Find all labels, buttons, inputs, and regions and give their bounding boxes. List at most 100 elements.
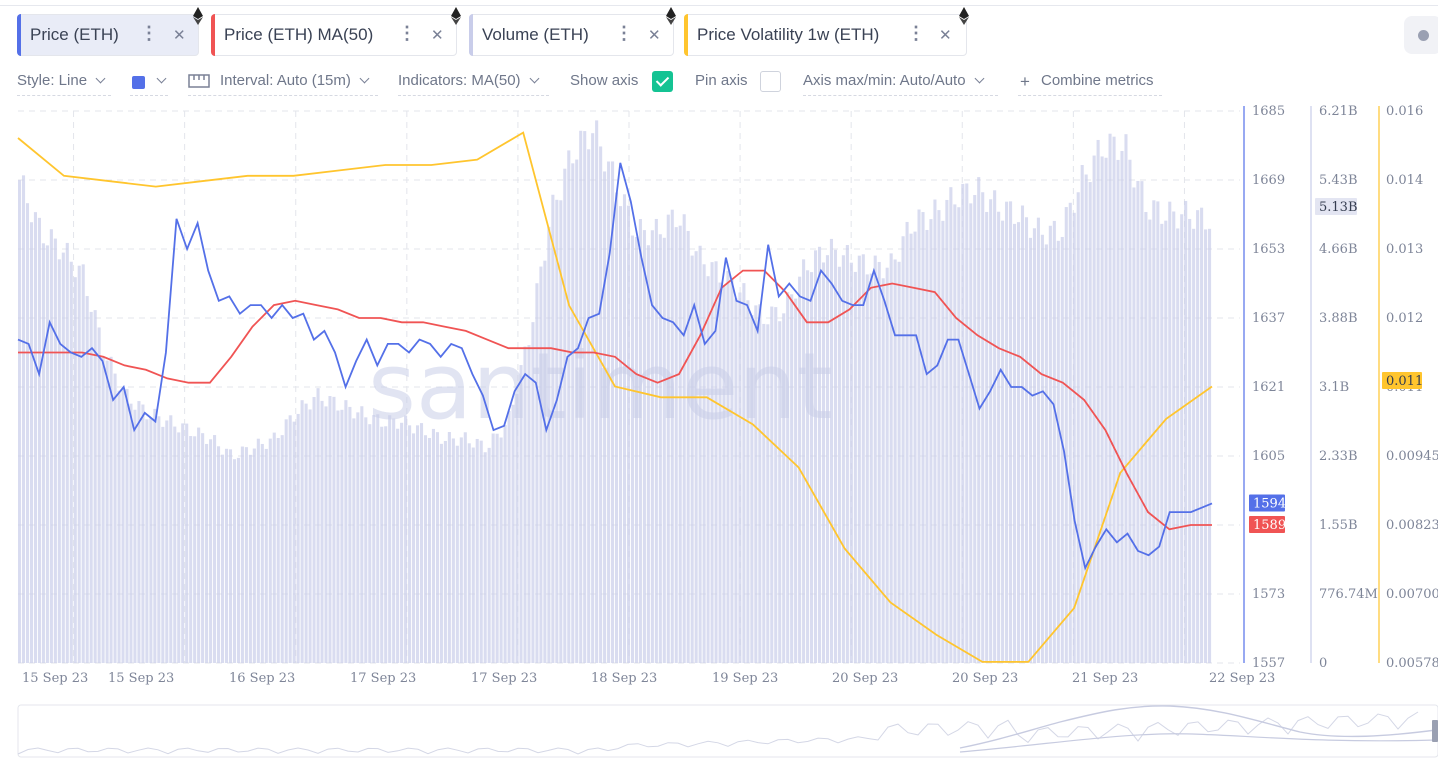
toggle-button[interactable]: [1404, 16, 1438, 54]
indicators-label: Indicators: MA(50): [398, 72, 521, 89]
date-tick-label: 20 Sep 23: [832, 671, 898, 686]
volume-bar: [1024, 217, 1029, 663]
volume-bar: [427, 437, 432, 663]
volume-bar: [814, 250, 818, 664]
volume-bar: [141, 404, 145, 663]
tab-label: Volume (ETH): [482, 25, 589, 44]
more-options-icon[interactable]: ⋮: [615, 23, 633, 43]
volume-tick-label: 776.74M: [1319, 587, 1378, 602]
volume-bar: [742, 283, 746, 663]
volume-bar: [1180, 214, 1184, 663]
volume-bar: [921, 212, 925, 663]
volume-bar: [416, 425, 420, 663]
volume-bar: [969, 203, 973, 663]
more-options-icon[interactable]: ⋮: [140, 23, 158, 43]
volatility-line: [17, 131, 1213, 663]
navigator-line: [959, 705, 1437, 749]
close-icon[interactable]: ✕: [431, 27, 444, 44]
show-axis-label: Show axis: [570, 72, 639, 89]
close-icon[interactable]: ✕: [939, 27, 952, 44]
tab-price-ma50[interactable]: Price (ETH) MA(50) ⋮ ✕: [211, 7, 461, 56]
indicators-dropdown[interactable]: Indicators: MA(50): [398, 72, 539, 89]
volume-bar: [324, 406, 328, 663]
price-tick-label: 1685: [1252, 104, 1285, 119]
volume-bar: [121, 388, 125, 663]
volume-bar: [615, 192, 619, 663]
volume-bar: [746, 300, 750, 663]
volume-bar: [666, 214, 670, 663]
combine-metrics-button[interactable]: Combine metrics: [1041, 72, 1154, 89]
volume-bar: [778, 321, 782, 663]
interval-dropdown[interactable]: Interval: Auto (15m): [220, 72, 370, 89]
volume-bar: [240, 446, 244, 663]
pin-axis-checkbox[interactable]: [760, 71, 781, 92]
volatility-tick-label: 0.012: [1386, 311, 1423, 326]
volume-bar: [21, 175, 26, 663]
volatility-tick-label: 0.00945: [1386, 449, 1438, 464]
volume-bar: [1072, 212, 1076, 664]
tab-color-bar: [211, 14, 215, 56]
volume-bar: [1200, 207, 1204, 663]
volume-current-badge: 5.13B: [1319, 200, 1358, 215]
volume-bar: [113, 373, 117, 663]
price-tick-label: 1621: [1252, 380, 1285, 395]
volume-bar: [228, 449, 233, 663]
volume-bar: [360, 406, 364, 663]
more-options-icon[interactable]: ⋮: [907, 23, 925, 43]
volume-bar: [133, 409, 137, 663]
ethereum-icon: [193, 7, 203, 25]
volume-bar: [1068, 202, 1072, 663]
volume-bar: [829, 238, 833, 663]
volume-bar: [340, 409, 344, 663]
volume-tick-label: 2.33B: [1319, 449, 1358, 464]
close-icon[interactable]: ✕: [173, 27, 186, 44]
volume-bar: [304, 403, 308, 663]
volume-bar: [69, 261, 73, 663]
close-icon[interactable]: ✕: [648, 27, 661, 44]
volume-bar: [782, 313, 786, 663]
volume-bar: [591, 133, 595, 663]
more-options-icon[interactable]: ⋮: [398, 23, 416, 43]
volume-bar: [296, 413, 300, 663]
volume-bar: [1144, 212, 1148, 664]
volume-bar: [33, 212, 37, 664]
navigator-line-2: [959, 733, 1437, 753]
volume-tick-label: 0: [1319, 656, 1327, 671]
volume-bar: [209, 439, 213, 663]
volume-bar: [877, 261, 881, 663]
volume-bar: [292, 421, 296, 663]
volume-bar: [889, 253, 893, 663]
volume-bar: [109, 356, 113, 663]
volume-bar: [57, 259, 61, 663]
tab-volume-eth[interactable]: Volume (ETH) ⋮ ✕: [469, 7, 676, 56]
tab-price-volatility[interactable]: Price Volatility 1w (ETH) ⋮ ✕: [684, 7, 969, 56]
volume-bar: [523, 346, 527, 663]
volume-bar: [320, 400, 324, 663]
volume-bar: [272, 432, 276, 663]
volume-bar: [153, 408, 157, 663]
tab-price-eth[interactable]: Price (ETH) ⋮ ✕: [17, 7, 203, 56]
volume-bar: [312, 397, 316, 663]
volume-bar: [244, 447, 248, 663]
line-color-swatch[interactable]: [132, 76, 145, 89]
price-tick-label: 1573: [1252, 587, 1285, 602]
volume-bar: [810, 272, 814, 663]
volume-bar: [821, 262, 826, 663]
style-dropdown[interactable]: Style: Line: [17, 72, 106, 89]
volume-bar: [1036, 217, 1040, 663]
axis-maxmin-dropdown[interactable]: Axis max/min: Auto/Auto: [803, 72, 985, 89]
navigator-frame: [17, 704, 1438, 758]
volume-bar: [205, 443, 209, 663]
volume-bar: [1001, 220, 1005, 663]
volume-bar: [965, 183, 969, 663]
volume-bar: [1020, 205, 1025, 664]
volatility-tick-label: 0.00823: [1386, 518, 1438, 533]
volume-bar: [937, 210, 941, 664]
tab-label: Price (ETH): [30, 25, 119, 44]
volume-bar: [702, 264, 706, 663]
show-axis-checkbox[interactable]: [652, 71, 673, 92]
volume-bar: [18, 180, 22, 663]
volume-bar: [268, 438, 272, 663]
volume-bar: [953, 204, 957, 663]
